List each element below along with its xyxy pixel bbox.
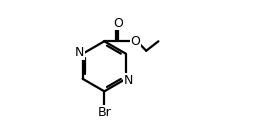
Text: N: N	[124, 74, 133, 87]
Text: Br: Br	[98, 106, 111, 119]
Text: O: O	[113, 17, 123, 30]
Text: N: N	[75, 46, 85, 59]
Text: O: O	[131, 35, 141, 48]
